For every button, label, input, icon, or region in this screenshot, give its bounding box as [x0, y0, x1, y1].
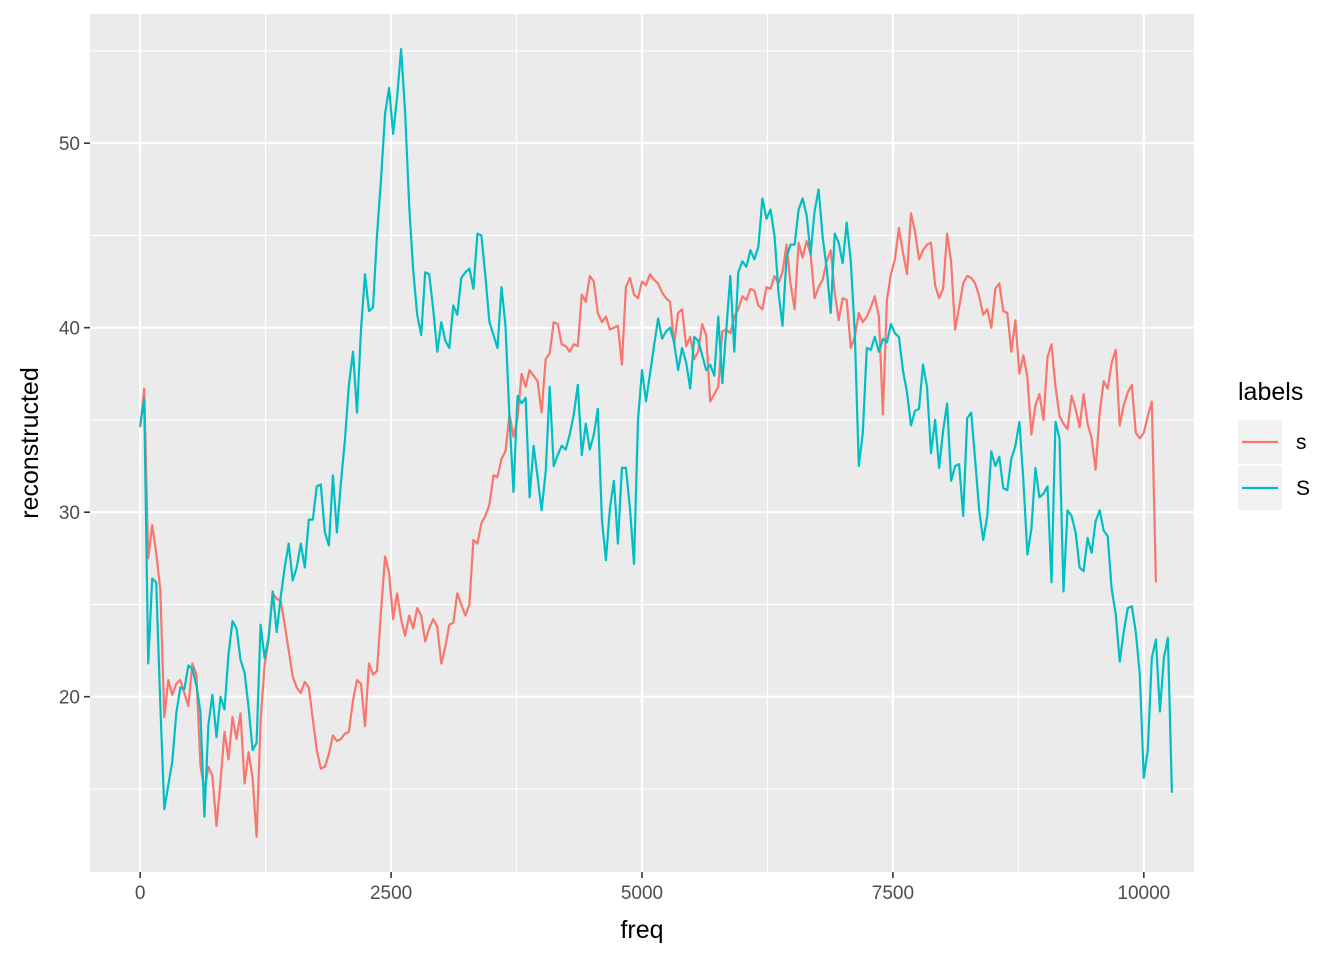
x-tick-label: 0 [135, 883, 146, 904]
legend-label-S: S [1296, 477, 1310, 500]
y-tick-label: 50 [59, 134, 80, 155]
x-axis-ticks: 0 2500 5000 7500 10000 [135, 872, 1170, 904]
y-tick-label: 20 [59, 688, 80, 709]
legend: labels sS [1238, 378, 1310, 510]
major-gridlines [90, 14, 1194, 872]
x-tick-label: 2500 [370, 883, 412, 904]
series-lines [139, 48, 1173, 838]
x-axis-title: freq [620, 916, 663, 944]
legend-title: labels [1238, 378, 1303, 406]
legend-label-s: s [1296, 431, 1307, 454]
y-tick-label: 40 [59, 319, 80, 340]
y-axis-ticks: 20 30 40 50 [59, 134, 90, 709]
x-tick-label: 7500 [872, 883, 914, 904]
series-line-s [139, 212, 1157, 838]
y-tick-label: 30 [59, 503, 80, 524]
x-tick-label: 5000 [621, 883, 663, 904]
series-line-S [139, 48, 1173, 818]
y-axis-title: reconstructed [16, 367, 44, 518]
legend-items: sS [1238, 420, 1310, 510]
x-tick-label: 10000 [1117, 883, 1170, 904]
